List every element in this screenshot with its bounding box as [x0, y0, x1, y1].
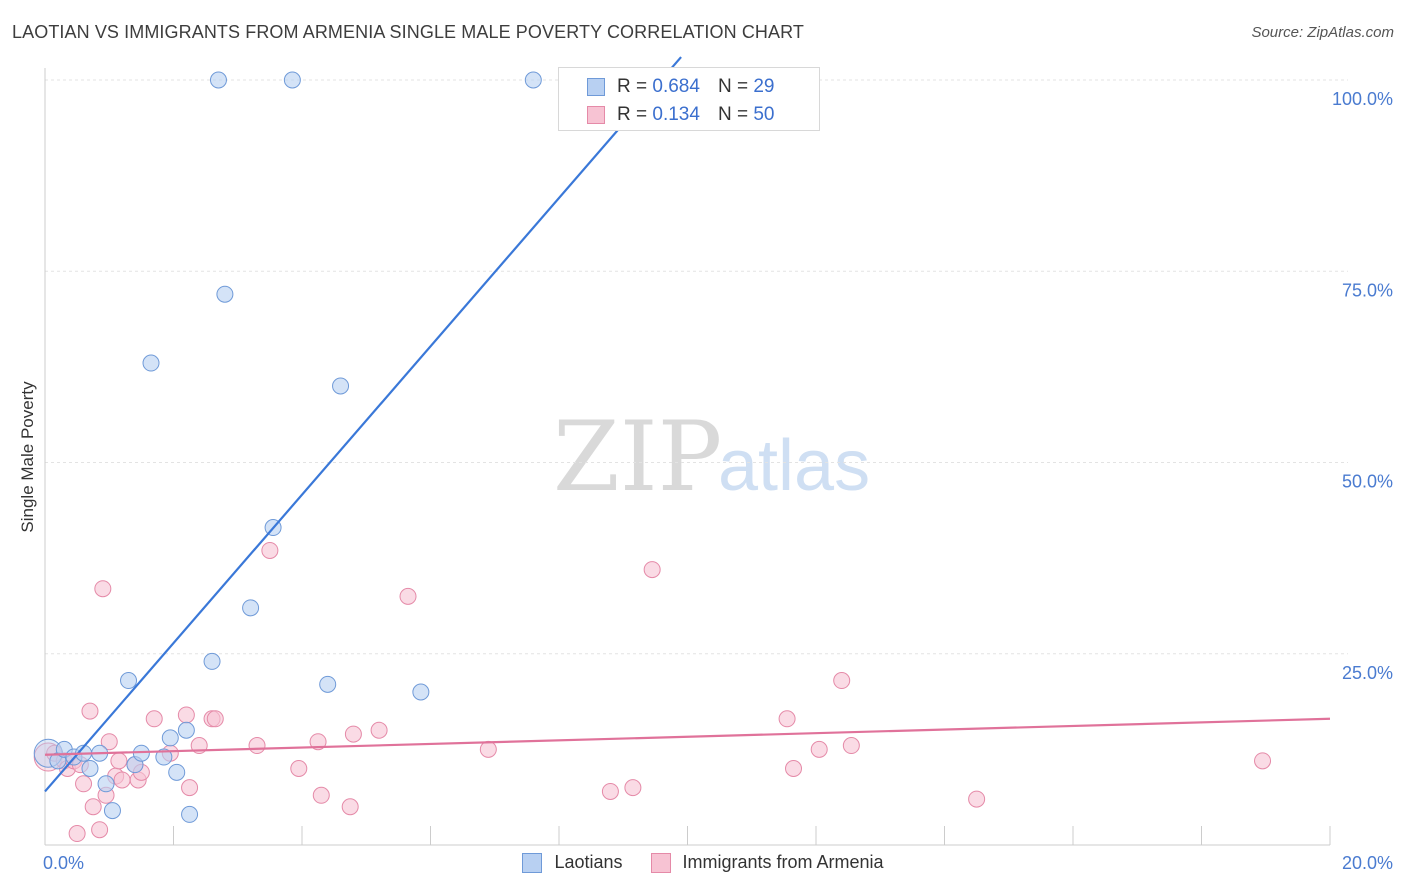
armenia-point	[341, 798, 359, 816]
n-label: N =	[717, 76, 749, 97]
armenia-point	[842, 737, 860, 755]
watermark-zip: ZIP	[553, 401, 722, 513]
axes	[44, 68, 1331, 846]
legend-label: Immigrants from Armenia	[682, 852, 884, 872]
armenia-point	[261, 541, 279, 559]
armenia-point	[145, 710, 163, 728]
r-label: R =	[617, 76, 648, 97]
armenia-point	[68, 825, 86, 843]
r-value: 0.684	[652, 76, 700, 97]
grid-lines	[45, 79, 1348, 655]
trend-lines	[44, 56, 1331, 793]
y-tick-label: 75.0%	[1342, 280, 1393, 300]
armenia-point	[290, 760, 308, 777]
laotian-point	[181, 805, 199, 823]
armenia-point	[479, 740, 497, 758]
chart-title: LAOTIAN VS IMMIGRANTS FROM ARMENIA SINGL…	[12, 22, 805, 42]
r-label: R =	[617, 104, 648, 125]
armenia-point	[206, 710, 224, 728]
armenia-point	[81, 702, 99, 720]
x-tick-label: 20.0%	[1342, 853, 1393, 873]
armenia-point	[785, 760, 803, 777]
armenia-point	[309, 733, 327, 751]
tick-labels: 25.0% 50.0% 75.0% 100.0% 0.0% 20.0%	[43, 89, 1393, 873]
armenia-point	[344, 725, 362, 743]
armenia-point	[601, 782, 619, 800]
armenia-point	[833, 672, 851, 690]
laotian-point	[120, 672, 138, 690]
n-value: 50	[753, 104, 775, 125]
y-tick-label: 25.0%	[1342, 663, 1393, 683]
armenia-point	[110, 752, 128, 770]
watermark-atlas: atlas	[718, 426, 870, 506]
armenia-swatch	[587, 106, 605, 124]
armenia-point	[643, 561, 661, 579]
laotian-point	[242, 599, 260, 617]
laotian-point	[103, 802, 121, 820]
legend-row-armenia: R = 0.134 N = 50	[559, 100, 774, 130]
n-label: N =	[717, 104, 749, 125]
laotian-point	[168, 763, 186, 781]
legend-item-armenia: Immigrants from Armenia	[650, 852, 884, 873]
legend-item-laotians: Laotians	[522, 852, 623, 873]
armenia-point	[1254, 752, 1272, 770]
legend-label: Laotians	[554, 852, 623, 872]
armenia-point	[624, 779, 642, 797]
laotian-point	[283, 71, 301, 89]
armenia-point	[100, 733, 118, 751]
laotians-legend-swatch	[522, 852, 543, 873]
laotian-point	[332, 377, 350, 395]
laotian-point	[177, 721, 195, 739]
armenia-point	[810, 740, 828, 758]
armenia-point	[968, 790, 986, 808]
n-value: 29	[753, 76, 775, 97]
armenia-point	[75, 775, 93, 793]
laotian-point	[97, 775, 115, 793]
armenia-point	[248, 737, 266, 755]
stats-legend: R = 0.684 N = 29 R = 0.134 N = 50	[558, 67, 820, 131]
x-tick-label: 0.0%	[43, 853, 84, 873]
armenia-point	[312, 786, 330, 804]
laotian-point	[155, 748, 173, 766]
armenia-point	[370, 721, 388, 739]
armenia-point	[84, 798, 102, 816]
laotian-point	[524, 71, 542, 89]
laotian-point	[209, 71, 227, 89]
armenia-point	[91, 821, 109, 839]
armenia-legend-swatch	[650, 852, 671, 873]
laotian-point	[216, 285, 234, 303]
laotian-point	[161, 729, 179, 747]
armenia-point	[181, 779, 199, 797]
laotian-point	[142, 354, 160, 372]
armenia-trend-line	[44, 717, 1331, 756]
r-value: 0.134	[652, 104, 700, 125]
armenia-point	[113, 771, 131, 789]
laotian-trend-line	[44, 56, 682, 793]
legend-row-laotians: R = 0.684 N = 29	[559, 72, 774, 102]
y-tick-label: 50.0%	[1342, 472, 1393, 492]
laotian-point	[319, 675, 337, 693]
laotian-point	[203, 652, 221, 670]
laotians-swatch	[587, 78, 605, 96]
source-label: Source: ZipAtlas.com	[1251, 24, 1394, 41]
laotian-point	[412, 683, 430, 701]
series-legend: Laotians Immigrants from Armenia	[0, 852, 1406, 873]
armenia-point	[177, 706, 195, 724]
armenia-point	[778, 710, 796, 728]
armenia-point	[94, 580, 112, 598]
armenia-point	[399, 587, 417, 605]
laotian-point	[81, 760, 99, 777]
y-tick-label: 100.0%	[1332, 89, 1393, 109]
